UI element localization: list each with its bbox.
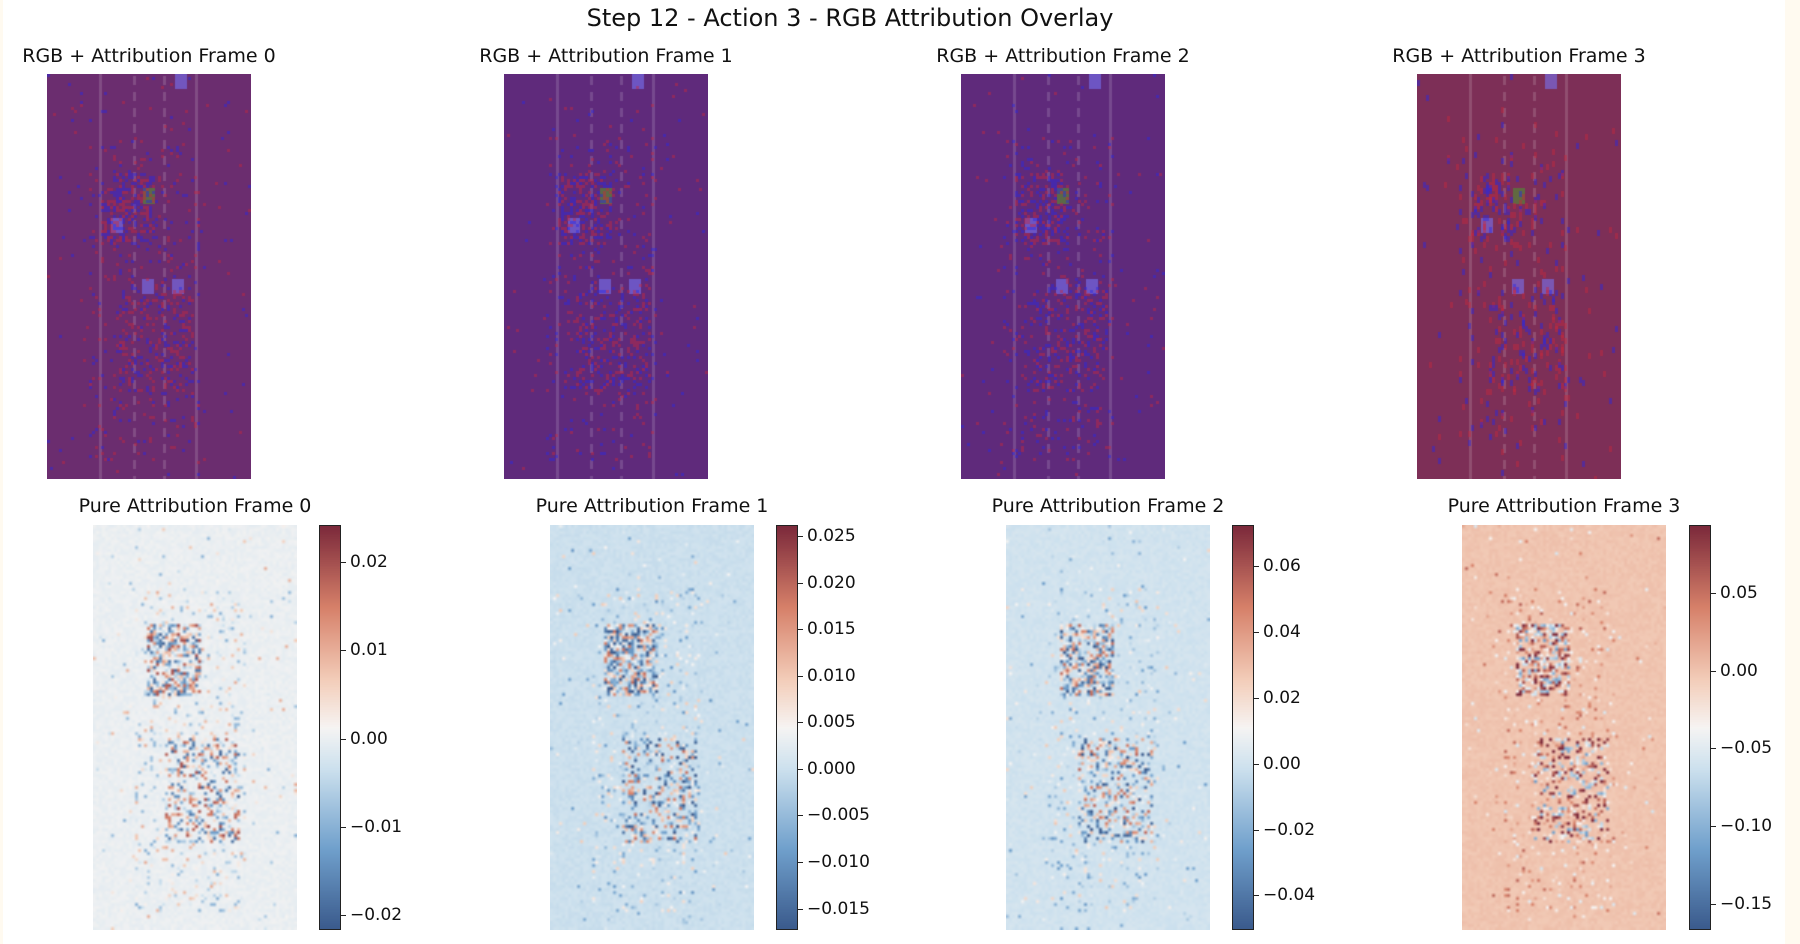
colorbar-tick-label: 0.020 xyxy=(807,572,856,593)
pure-attribution-heatmap-frame-2 xyxy=(1006,525,1210,930)
panel-title: RGB + Attribution Frame 0 xyxy=(22,45,276,67)
colorbar-tick-label: −0.005 xyxy=(807,805,870,826)
colorbar-tick-label: 0.010 xyxy=(807,665,856,686)
colorbar-tick xyxy=(798,675,803,677)
rgb-attribution-overlay-frame-3 xyxy=(1417,74,1621,479)
colorbar-tick xyxy=(798,815,803,817)
colorbar-tick xyxy=(1254,566,1259,568)
colorbar-tick xyxy=(1711,903,1716,905)
colorbar-tick-label: 0.005 xyxy=(807,712,856,733)
colorbar-tick xyxy=(798,629,803,631)
colorbar-frame-0 xyxy=(319,525,341,930)
panel-title: RGB + Attribution Frame 1 xyxy=(479,45,733,67)
pure-attribution-heatmap-frame-3 xyxy=(1462,525,1666,930)
colorbar-tick xyxy=(341,650,346,652)
colorbar-frame-3 xyxy=(1689,525,1711,930)
colorbar-tick xyxy=(798,862,803,864)
colorbar-tick xyxy=(1711,826,1716,828)
colorbar-tick xyxy=(341,915,346,916)
colorbar-tick-label: 0.025 xyxy=(807,526,856,547)
colorbar-tick-label: 0.01 xyxy=(350,640,388,661)
colorbar-tick-label: 0.04 xyxy=(1263,622,1301,643)
colorbar-tick xyxy=(341,562,346,564)
colorbar-tick-label: 0.02 xyxy=(1263,688,1301,709)
colorbar-tick xyxy=(798,722,803,724)
colorbar-tick-label: −0.05 xyxy=(1720,738,1773,759)
panel-title: RGB + Attribution Frame 2 xyxy=(936,45,1190,67)
panel-title: Pure Attribution Frame 0 xyxy=(78,495,312,517)
colorbar-tick xyxy=(798,536,803,538)
rgb-attribution-overlay-frame-0 xyxy=(47,74,251,479)
pure-attribution-heatmap-frame-1 xyxy=(550,525,754,930)
colorbar-frame-1 xyxy=(776,525,798,930)
colorbar-tick xyxy=(798,768,803,770)
colorbar-tick-label: 0.02 xyxy=(350,552,388,573)
pure-attribution-heatmap-frame-0 xyxy=(93,525,297,930)
colorbar-tick-label: 0.00 xyxy=(350,728,388,749)
colorbar-tick-label: −0.04 xyxy=(1263,885,1316,906)
colorbar-tick-label: −0.010 xyxy=(807,852,870,873)
figure-title: Step 12 - Action 3 - RGB Attribution Ove… xyxy=(586,4,1114,32)
colorbar-tick xyxy=(1711,593,1716,595)
panel-title: RGB + Attribution Frame 3 xyxy=(1392,45,1646,67)
colorbar-tick xyxy=(341,826,346,828)
colorbar-tick-label: −0.15 xyxy=(1720,893,1773,914)
colorbar-tick-label: 0.06 xyxy=(1263,556,1301,577)
colorbar-tick-label: 0.00 xyxy=(1263,753,1301,774)
colorbar-tick xyxy=(1711,670,1716,672)
colorbar-tick-label: 0.000 xyxy=(807,758,856,779)
colorbar-tick xyxy=(341,738,346,740)
colorbar-tick xyxy=(798,908,803,910)
colorbar-tick xyxy=(1254,763,1259,765)
panel-title: Pure Attribution Frame 1 xyxy=(535,495,769,517)
colorbar-tick xyxy=(798,582,803,584)
panel-title: Pure Attribution Frame 2 xyxy=(991,495,1225,517)
colorbar-tick-label: −0.01 xyxy=(350,816,403,837)
colorbar-tick xyxy=(1254,895,1259,897)
colorbar-tick xyxy=(1254,698,1259,700)
colorbar-tick xyxy=(1254,829,1259,831)
colorbar-tick-label: −0.015 xyxy=(807,898,870,919)
colorbar-tick xyxy=(1254,632,1259,634)
colorbar-tick-label: 0.015 xyxy=(807,619,856,640)
colorbar-tick-label: −0.02 xyxy=(350,905,403,925)
colorbar-tick-label: 0.05 xyxy=(1720,583,1758,604)
panel-title: Pure Attribution Frame 3 xyxy=(1447,495,1681,517)
colorbar-frame-2 xyxy=(1232,525,1254,930)
colorbar-tick-label: −0.10 xyxy=(1720,816,1773,837)
colorbar-tick-label: −0.02 xyxy=(1263,819,1316,840)
colorbar-tick-label: 0.00 xyxy=(1720,660,1758,681)
rgb-attribution-overlay-frame-1 xyxy=(504,74,708,479)
rgb-attribution-overlay-frame-2 xyxy=(961,74,1165,479)
left-border xyxy=(0,0,3,944)
colorbar-tick xyxy=(1711,748,1716,750)
right-border xyxy=(1785,0,1800,944)
